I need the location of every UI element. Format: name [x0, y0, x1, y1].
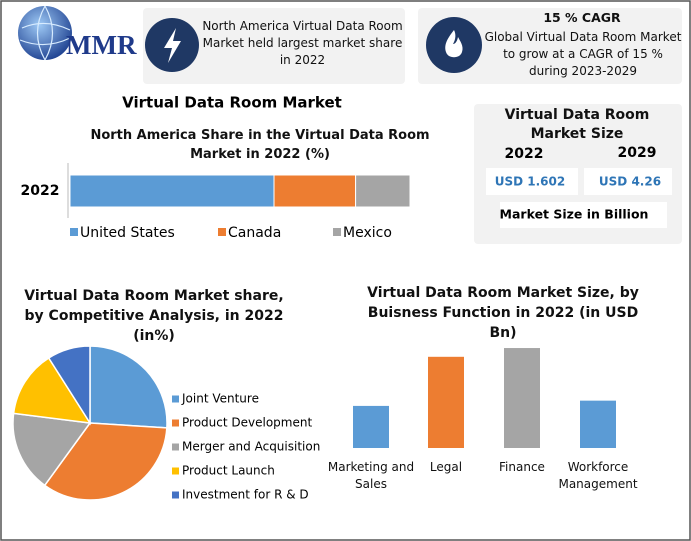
x-tick-label: Workforce Management	[558, 460, 638, 491]
info-title: 15 % CAGR	[543, 10, 621, 25]
legend-label: Product Development	[182, 416, 312, 430]
bar	[580, 400, 616, 448]
icon-flame	[445, 30, 463, 58]
legend-swatch	[172, 419, 179, 427]
icon-bolt	[164, 28, 181, 63]
chart-title: Virtual Data Room Market share, by Compe…	[24, 288, 284, 344]
x-tick-label: Finance	[499, 460, 545, 474]
year-label: 2022	[505, 146, 544, 162]
legend-label: United States	[80, 225, 175, 241]
chart-title: North America Share in the Virtual Data …	[90, 128, 430, 162]
bar-segment	[273, 174, 357, 208]
legend-swatch	[172, 491, 179, 499]
x-tick-label: Legal	[429, 460, 463, 474]
legend-label: Investment for R & D	[182, 488, 309, 502]
pie-slice	[12, 412, 92, 487]
legend-swatch	[70, 228, 78, 236]
pie-slice	[47, 345, 91, 426]
value-box	[486, 168, 578, 195]
bar	[428, 356, 464, 448]
pie-slice	[89, 345, 168, 429]
bar	[504, 348, 540, 448]
unit-text: Market Size in Billion	[500, 207, 649, 222]
legend-label: Product Launch	[182, 464, 275, 478]
value-text: USD 4.26	[599, 175, 661, 189]
legend-swatch	[218, 228, 226, 236]
x-tick-label: Marketing and Sales	[327, 460, 415, 491]
year-label: 2029	[618, 145, 657, 161]
legend-label: Joint Venture	[181, 392, 259, 406]
logo-grid	[19, 5, 71, 61]
legend-label: Canada	[228, 225, 281, 241]
main-title: Virtual Data Room Market	[122, 94, 342, 112]
value-text: USD 1.602	[495, 175, 565, 189]
pie-slice	[43, 422, 168, 501]
unit-box	[500, 202, 667, 228]
legend-label: Mexico	[343, 225, 392, 241]
bar-segment	[69, 174, 275, 208]
logo-globe	[18, 6, 72, 60]
legend-swatch	[172, 467, 179, 475]
value-box	[584, 168, 672, 195]
info-box	[143, 8, 405, 84]
pie-slice	[12, 356, 92, 424]
chart-title: Virtual Data Room Market Size, by Buisne…	[367, 285, 639, 341]
bar-segment	[355, 174, 411, 208]
info-box	[418, 8, 682, 84]
legend-swatch	[172, 443, 179, 451]
legend-swatch	[333, 228, 341, 236]
legend-swatch	[172, 395, 179, 403]
info-text: North America Virtual Data Room Market h…	[202, 19, 403, 67]
bar	[353, 405, 389, 448]
y-tick-label: 2022	[21, 183, 60, 199]
logo-text: MMR	[66, 30, 137, 60]
info-text: Global Virtual Data Room Market to grow …	[484, 30, 682, 78]
panel-title: Virtual Data Room Market Size	[504, 107, 650, 142]
legend-label: Merger and Acquisition	[182, 440, 320, 454]
